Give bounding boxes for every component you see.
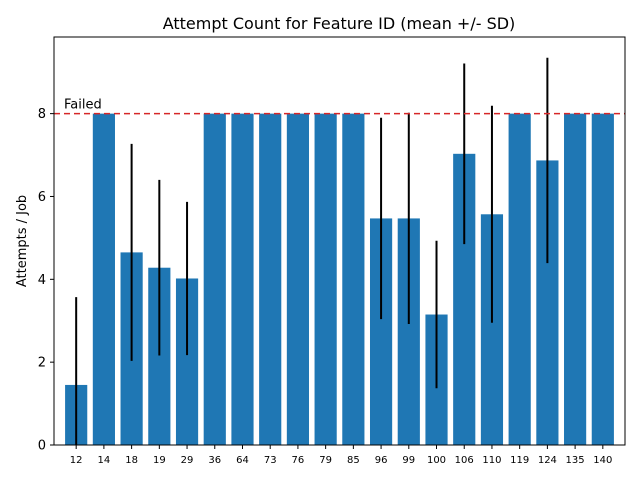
bar <box>369 218 393 445</box>
x-tick-label: 79 <box>319 455 332 466</box>
x-tick-label: 18 <box>125 455 138 466</box>
y-tick-label: 4 <box>38 273 46 288</box>
bar <box>259 113 282 445</box>
bar <box>397 218 420 445</box>
x-axis-ticks: 12 14 18 19 29 36 64 73 76 79 85 96 99 100 106 110 119 12… <box>70 445 612 466</box>
x-tick-label: 135 <box>566 455 585 466</box>
x-tick-label: 14 <box>98 455 111 466</box>
bar <box>148 267 171 445</box>
bar <box>203 113 226 445</box>
x-tick-label: 124 <box>538 455 557 466</box>
y-tick-label: 8 <box>38 107 46 122</box>
x-tick-label: 85 <box>347 455 360 466</box>
y-tick-label: 2 <box>38 356 46 371</box>
bar <box>536 160 559 445</box>
x-tick-label: 19 <box>153 455 166 466</box>
bar <box>508 113 531 445</box>
threshold-group: Failed <box>54 98 625 115</box>
x-tick-label: 119 <box>510 455 529 466</box>
bar <box>591 113 614 445</box>
y-axis-ticks: 0 2 4 6 8 <box>38 107 54 454</box>
x-tick-label: 36 <box>208 455 221 466</box>
x-tick-label: 64 <box>236 455 249 466</box>
x-tick-label: 73 <box>264 455 277 466</box>
x-tick-label: 96 <box>375 455 388 466</box>
plot-frame <box>53 36 626 446</box>
x-tick-label: 110 <box>482 455 501 466</box>
x-tick-label: 106 <box>455 455 474 466</box>
x-tick-label: 29 <box>181 455 194 466</box>
bar <box>564 113 587 445</box>
bar <box>314 113 337 445</box>
bar <box>480 214 504 445</box>
bars-group <box>65 113 614 446</box>
bar <box>342 113 365 445</box>
y-tick-label: 0 <box>38 439 46 454</box>
chart-title: Attempt Count for Feature ID (mean +/- S… <box>163 14 516 33</box>
x-tick-label: 100 <box>427 455 446 466</box>
error-bars-group <box>75 57 549 445</box>
bar <box>231 113 254 445</box>
bar <box>453 153 476 446</box>
x-tick-label: 12 <box>70 455 83 466</box>
bar <box>175 278 199 445</box>
x-tick-label: 76 <box>292 455 305 466</box>
threshold-label: Failed <box>64 98 102 113</box>
y-axis-label: Attempts / Job <box>15 195 30 287</box>
x-tick-label: 140 <box>593 455 612 466</box>
bar <box>92 113 115 445</box>
x-tick-label: 99 <box>402 455 415 466</box>
bar <box>286 113 310 445</box>
y-tick-label: 6 <box>38 190 46 205</box>
